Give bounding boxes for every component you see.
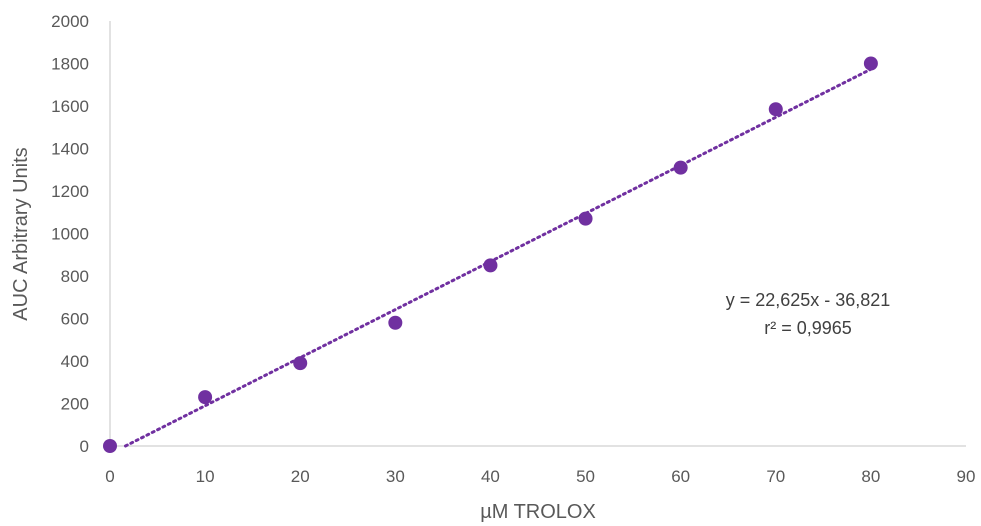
x-tick-label: 10 bbox=[196, 467, 215, 486]
y-tick-label: 0 bbox=[80, 437, 89, 456]
x-tick-label: 20 bbox=[291, 467, 310, 486]
y-tick-label: 1800 bbox=[51, 55, 89, 74]
y-tick-label: 400 bbox=[61, 352, 89, 371]
y-tick-label: 2000 bbox=[51, 12, 89, 31]
data-point bbox=[768, 102, 783, 117]
y-axis-title: AUC Arbitrary Units bbox=[10, 147, 32, 320]
y-tick-label: 200 bbox=[61, 395, 89, 414]
x-tick-label: 0 bbox=[105, 467, 114, 486]
data-points bbox=[103, 56, 878, 453]
x-tick-label: 40 bbox=[481, 467, 500, 486]
data-point bbox=[103, 439, 117, 453]
r-squared-label: r² = 0,9965 bbox=[764, 318, 852, 338]
trendline-equation: y = 22,625x - 36,821 bbox=[726, 290, 891, 310]
trendline bbox=[123, 67, 873, 448]
y-tick-label: 1200 bbox=[51, 182, 89, 201]
x-tick-label: 30 bbox=[386, 467, 405, 486]
data-point bbox=[673, 160, 688, 175]
y-tick-label: 800 bbox=[61, 267, 89, 286]
data-point bbox=[293, 356, 308, 371]
data-point bbox=[388, 315, 403, 330]
x-tick-label: 80 bbox=[861, 467, 880, 486]
x-axis-title: µM TROLOX bbox=[480, 501, 596, 523]
y-tick-label: 1600 bbox=[51, 97, 89, 116]
x-tick-label: 50 bbox=[576, 467, 595, 486]
data-point bbox=[578, 211, 593, 226]
x-tick-labels: 0 10 20 30 40 50 60 70 80 90 bbox=[105, 467, 975, 486]
y-tick-label: 600 bbox=[61, 310, 89, 329]
x-tick-label: 90 bbox=[957, 467, 976, 486]
y-tick-label: 1000 bbox=[51, 225, 89, 244]
data-point bbox=[483, 258, 498, 273]
data-point bbox=[863, 56, 878, 71]
data-point bbox=[198, 390, 213, 405]
x-tick-label: 70 bbox=[766, 467, 785, 486]
y-tick-label: 1400 bbox=[51, 140, 89, 159]
x-tick-label: 60 bbox=[671, 467, 690, 486]
y-tick-labels: 0 200 400 600 800 1000 1200 1400 1600 1800 2000 bbox=[51, 12, 89, 456]
